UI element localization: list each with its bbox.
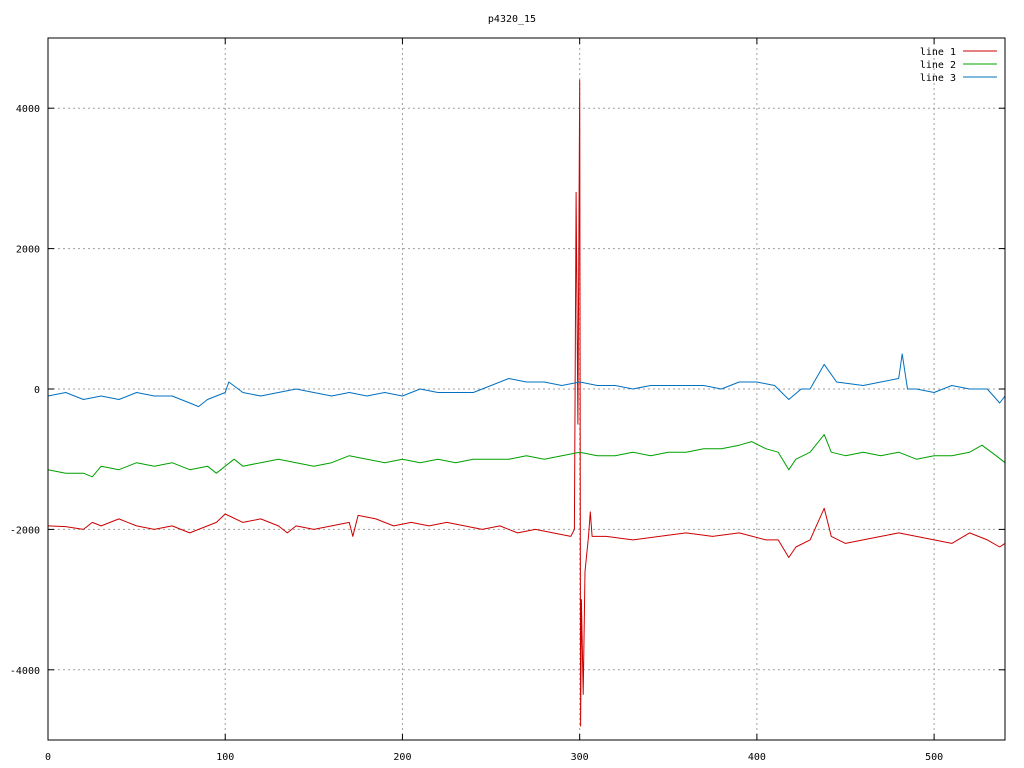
y-tick-label: 0 bbox=[34, 385, 40, 396]
x-tick-label: 100 bbox=[216, 752, 234, 763]
x-tick-label: 200 bbox=[393, 752, 411, 763]
y-tick-label: -4000 bbox=[10, 666, 40, 677]
series-line-2 bbox=[47, 434, 1006, 478]
legend-label-3: line 3 bbox=[920, 73, 956, 84]
legend: line 1 line 2 line 3 bbox=[920, 47, 997, 84]
x-tick-label: 300 bbox=[571, 752, 589, 763]
x-tick-label: 400 bbox=[748, 752, 766, 763]
series-group bbox=[47, 79, 1006, 727]
y-axis-ticks: -4000 -2000 0 2000 4000 bbox=[10, 104, 1005, 677]
legend-label-2: line 2 bbox=[920, 60, 956, 71]
series-line-3 bbox=[47, 353, 1006, 408]
x-tick-label: 0 bbox=[45, 752, 51, 763]
legend-label-1: line 1 bbox=[920, 47, 956, 58]
x-tick-label: 500 bbox=[925, 752, 943, 763]
series-line-1 bbox=[47, 79, 1006, 727]
chart-title: p4320_15 bbox=[488, 14, 536, 25]
y-tick-label: 2000 bbox=[16, 245, 40, 256]
y-tick-label: -2000 bbox=[10, 525, 40, 536]
y-tick-label: 4000 bbox=[16, 104, 40, 115]
x-axis-ticks: 0 100 200 300 400 500 bbox=[45, 38, 943, 763]
